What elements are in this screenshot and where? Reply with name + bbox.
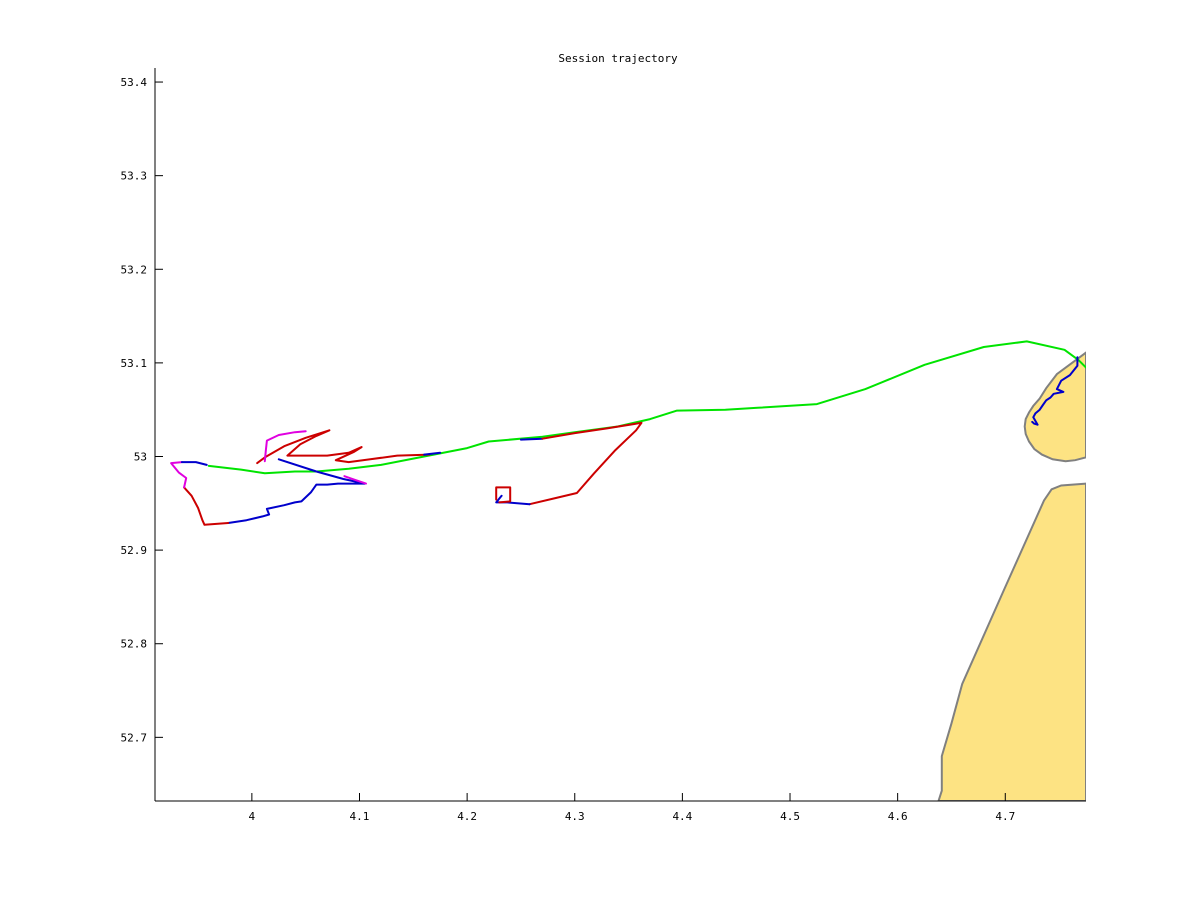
trajectory-segment-6 <box>495 486 512 504</box>
trajectory-segment-1 <box>256 429 431 465</box>
series-layer <box>170 340 1086 526</box>
x-tick-label: 4 <box>249 810 256 823</box>
trajectory-segment-4 <box>528 421 643 506</box>
trajectory-segment-2 <box>423 451 442 456</box>
x-tick-label: 4.4 <box>672 810 692 823</box>
land-layer <box>937 351 1086 801</box>
trajectory-segment-13 <box>1031 356 1079 426</box>
x-tick-label: 4.1 <box>350 810 370 823</box>
x-tick-label: 4.3 <box>565 810 585 823</box>
trajectory-segment-9 <box>170 461 188 489</box>
y-tick-label: 52.8 <box>121 638 148 651</box>
x-tick-label: 4.6 <box>888 810 908 823</box>
x-tick-label: 4.2 <box>457 810 477 823</box>
trajectory-segment-11 <box>263 430 307 463</box>
x-tick-label: 4.7 <box>995 810 1015 823</box>
chart-title: Session trajectory <box>558 52 678 65</box>
land-mainland <box>937 482 1086 801</box>
axes: 4 4.1 4.2 4.3 4.4 4.5 4.6 4.7 52.7 52.8 52.9 53 53.1… <box>121 68 1086 823</box>
trajectory-segment-10 <box>180 461 208 466</box>
y-tick-label: 53.2 <box>121 263 148 276</box>
trajectory-segment-8 <box>183 486 230 526</box>
y-tick-label: 53 <box>134 450 147 463</box>
y-tick-label: 53.4 <box>121 76 148 89</box>
land-island <box>1023 351 1086 463</box>
trajectory-segment-7 <box>227 458 366 524</box>
x-tick-label: 4.5 <box>780 810 800 823</box>
y-tick-label: 53.1 <box>121 357 148 370</box>
y-tick-label: 53.3 <box>121 170 148 183</box>
trajectory-segment-12 <box>343 475 367 485</box>
y-tick-label: 52.7 <box>121 731 148 744</box>
trajectory-segment-3 <box>519 437 544 441</box>
y-tick-label: 52.9 <box>121 544 148 557</box>
